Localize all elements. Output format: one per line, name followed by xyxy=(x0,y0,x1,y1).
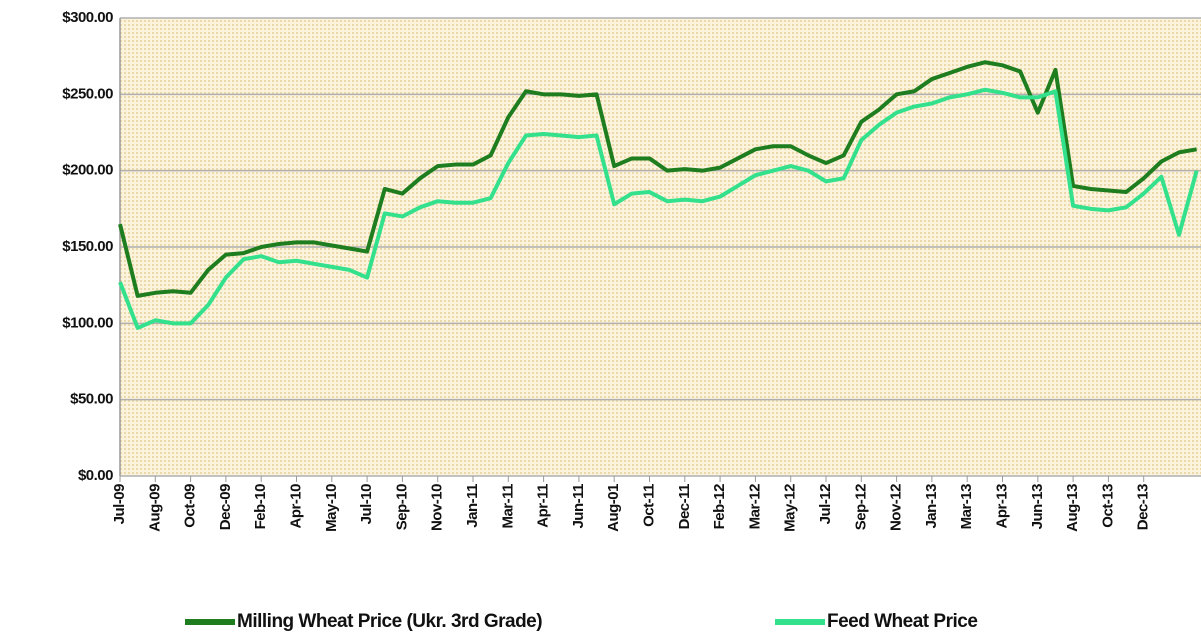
x-tick-label: Aug-01 xyxy=(605,484,622,532)
x-tick-label: Mar-13 xyxy=(958,484,975,530)
x-tick-label: Sep-12 xyxy=(852,484,869,530)
legend-label: Feed Wheat Price xyxy=(827,611,977,632)
y-tick-label: $300.00 xyxy=(62,9,113,26)
x-tick-label: Jun-13 xyxy=(1029,484,1046,530)
x-tick-label: Oct-13 xyxy=(1099,484,1116,528)
x-tick-label: Jun-11 xyxy=(570,484,587,529)
x-tick-label: Dec-09 xyxy=(217,484,234,530)
x-tick-label: Jan-11 xyxy=(464,484,481,528)
x-tick-label: May-10 xyxy=(323,484,340,532)
y-tick-label: $200.00 xyxy=(62,162,113,179)
x-tick-label: Feb-12 xyxy=(711,484,728,530)
x-tick-label: Jan-13 xyxy=(923,484,940,529)
x-tick-label: Nov-10 xyxy=(429,484,446,531)
x-tick-label: Sep-10 xyxy=(393,484,410,530)
x-tick-label: Dec-13 xyxy=(1135,484,1152,530)
legend-label: Milling Wheat Price (Ukr. 3rd Grade) xyxy=(237,611,542,632)
series-line xyxy=(118,87,1199,330)
x-tick-label: Mar-11 xyxy=(499,484,516,529)
x-tick-label: Jul-10 xyxy=(358,484,375,525)
x-tick-label: Nov-12 xyxy=(888,484,905,531)
y-tick-label: $150.00 xyxy=(62,238,113,255)
y-tick-label: $50.00 xyxy=(70,391,113,408)
x-tick-label: May-12 xyxy=(782,484,799,532)
x-tick-label: Aug-09 xyxy=(146,484,163,532)
x-tick-label: Jul-12 xyxy=(817,484,834,525)
series-line xyxy=(118,60,1197,298)
y-tick-label: $100.00 xyxy=(62,314,113,331)
x-tick-label: Jul-09 xyxy=(111,484,128,525)
x-tick-label: Aug-13 xyxy=(1064,484,1081,532)
x-tick-label: Mar-12 xyxy=(746,484,763,530)
x-tick-label: Oct-11 xyxy=(640,484,657,527)
y-tick-label: $250.00 xyxy=(62,85,113,102)
x-tick-label: Apr-10 xyxy=(287,484,304,529)
x-tick-label: Apr-11 xyxy=(535,484,552,528)
x-tick-label: Feb-10 xyxy=(252,484,269,530)
x-tick-label: Oct-09 xyxy=(182,484,199,528)
y-tick-label: $0.00 xyxy=(78,467,113,484)
x-tick-label: Apr-13 xyxy=(993,484,1010,529)
x-tick-label: Dec-11 xyxy=(676,484,693,530)
